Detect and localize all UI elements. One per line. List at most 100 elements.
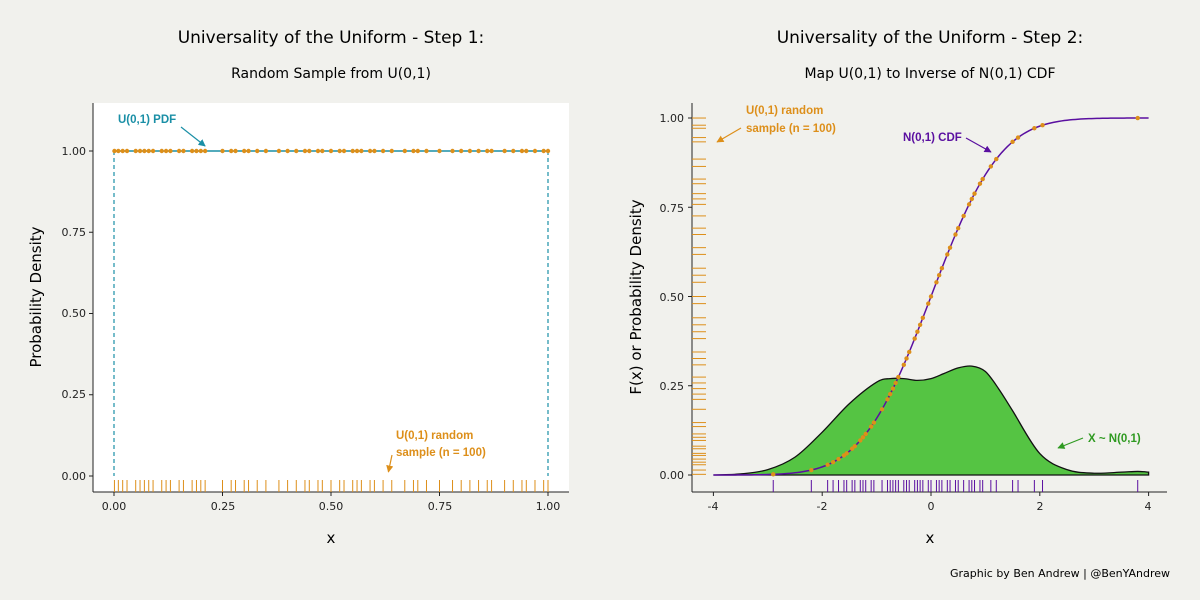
sample-point [459, 148, 464, 154]
sample-point [337, 148, 342, 154]
cdf-sample-point [888, 391, 893, 397]
sample-point [194, 148, 199, 154]
left-y-tick-2: 0.50 [62, 307, 87, 320]
cdf-sample-point [969, 196, 974, 202]
cdf-sample-point [945, 252, 950, 257]
sample-point [112, 148, 117, 154]
sample-point [541, 148, 546, 154]
left-plot-area [93, 103, 569, 492]
sample-point [354, 148, 360, 154]
sample-point [489, 148, 494, 154]
cdf-sample-point [863, 431, 868, 437]
sample-point [372, 148, 377, 154]
normal-density-area [713, 365, 1150, 476]
left-y-axis-title: Probability Density [27, 226, 45, 367]
right-sample-annotation-arrow [716, 127, 742, 143]
sample-point [163, 148, 169, 154]
sample-point [146, 148, 151, 154]
cdf-sample-point [871, 420, 877, 425]
left-sample-annotation-line1: U(0,1) random [396, 430, 473, 442]
left-x-tick-2: 0.50 [319, 500, 344, 513]
cdf-sample-point [980, 176, 985, 182]
cdf-sample-point [830, 459, 836, 465]
sample-point [502, 148, 507, 154]
right-y-tick-0: 0.00 [660, 469, 685, 482]
right-plot-marks [688, 103, 1167, 496]
cdf-sample-point [934, 280, 939, 285]
cdf-sample-point [936, 273, 942, 278]
credit-text: Graphic by Ben Andrew | @BenYAndrew [950, 567, 1170, 580]
sample-point [150, 148, 156, 154]
cdf-sample-point [972, 191, 977, 196]
sample-point [450, 148, 455, 154]
sample-point [246, 148, 251, 154]
right-chart-subtitle: Map U(0,1) to Inverse of N(0,1) CDF [804, 66, 1055, 82]
left-sample-annotation-line2: sample (n = 100) [396, 447, 486, 459]
right-y-tick-3: 0.75 [660, 202, 685, 215]
sample-point [137, 148, 143, 154]
cdf-sample-point [988, 164, 994, 169]
sample-point [120, 148, 125, 154]
sample-point [168, 148, 173, 154]
cdf-sample-point [977, 181, 983, 186]
cdf-sample-point [904, 356, 909, 361]
right-y-tick-2: 0.50 [660, 291, 685, 304]
right-sample-annotation-line2: sample (n = 100) [746, 123, 836, 135]
sample-point [380, 148, 386, 154]
cdf-sample-point [926, 301, 931, 306]
left-chart-subtitle: Random Sample from U(0,1) [231, 66, 431, 82]
cdf-sample-point [860, 435, 866, 440]
right-x-tick-1: -2 [817, 500, 828, 513]
cdf-sample-point [844, 451, 849, 456]
sample-point [255, 148, 260, 154]
sample-point [181, 148, 186, 154]
cdf-sample-point [858, 438, 863, 443]
left-chart-title: Universality of the Uniform - Step 1: [178, 28, 485, 48]
left-x-tick-4: 1.00 [536, 500, 561, 513]
left-annotations: U(0,1) PDF U(0,1) random sample (n = 100… [118, 114, 486, 459]
sample-point [202, 148, 208, 154]
left-y-tick-1: 0.25 [62, 388, 87, 401]
sample-point [411, 148, 416, 154]
sample-point [242, 148, 247, 154]
cdf-sample-point [907, 349, 912, 355]
right-y-tick-4: 1.00 [660, 112, 685, 125]
sample-point [302, 148, 308, 154]
sample-point [545, 148, 551, 154]
sample-point [519, 148, 525, 154]
sample-point [424, 148, 429, 154]
sample-annotation-arrow [386, 454, 394, 473]
sample-point [198, 148, 203, 154]
cdf-sample-point [961, 213, 966, 219]
cdf-sample-point [852, 443, 858, 449]
left-chart: Universality of the Uniform - Step 1: Ra… [27, 28, 569, 547]
cdf-sample-point [885, 397, 890, 402]
sample-point [328, 148, 334, 154]
cdf-sample-point [879, 407, 885, 412]
sample-point [189, 148, 195, 154]
cdf-sample-point [825, 462, 830, 467]
cdf-sample-point [1135, 115, 1140, 121]
cdf-sample-point [953, 232, 958, 237]
left-x-tick-3: 0.75 [428, 500, 453, 513]
cdf-sample-point [901, 362, 906, 368]
sample-point [307, 148, 312, 154]
left-y-tick-3: 0.75 [62, 226, 87, 239]
right-x-tick-0: -4 [708, 500, 719, 513]
cdf-sample-point [809, 467, 814, 473]
sample-point [341, 148, 347, 154]
sample-point [359, 148, 364, 154]
sample-point [263, 148, 269, 154]
sample-point [159, 148, 164, 154]
right-y-axis-title: F(x) or Probability Density [627, 199, 645, 394]
right-annotations: U(0,1) random sample (n = 100) N(0,1) CD… [746, 105, 1141, 445]
sample-point [402, 148, 407, 154]
cdf-sample-point [994, 156, 999, 162]
right-x-axis-title: x [926, 529, 935, 547]
cdf-sample-point [928, 294, 934, 299]
left-axis-ticks: 0.00 0.25 0.50 0.75 1.00 0.00 0.25 0.50 … [62, 145, 561, 513]
cdf-sample-point [920, 315, 926, 320]
pdf-annotation-arrow [180, 126, 206, 147]
cdf-sample-point [912, 336, 917, 341]
sample-point [116, 148, 121, 154]
